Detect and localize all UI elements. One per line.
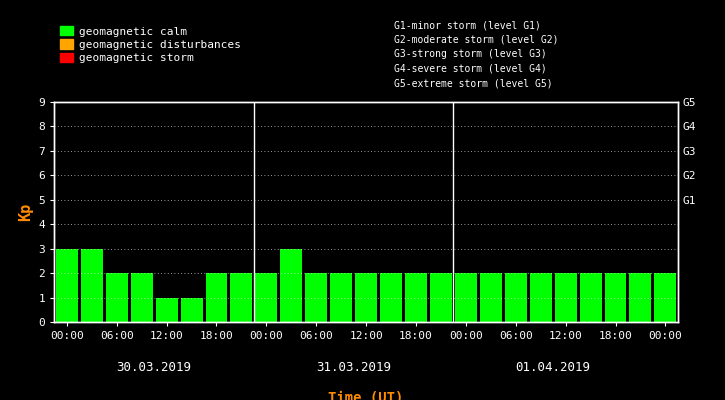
- Bar: [181, 298, 202, 322]
- Bar: [405, 273, 427, 322]
- Bar: [231, 273, 252, 322]
- Text: 01.04.2019: 01.04.2019: [515, 361, 591, 374]
- Text: Time (UT): Time (UT): [328, 392, 404, 400]
- Text: G1-minor storm (level G1)
G2-moderate storm (level G2)
G3-strong storm (level G3: G1-minor storm (level G1) G2-moderate st…: [394, 20, 559, 88]
- Bar: [156, 298, 178, 322]
- Bar: [380, 273, 402, 322]
- Bar: [355, 273, 377, 322]
- Bar: [80, 249, 103, 322]
- Bar: [629, 273, 652, 322]
- Bar: [56, 249, 78, 322]
- Bar: [106, 273, 128, 322]
- Y-axis label: Kp: Kp: [18, 203, 33, 221]
- Bar: [255, 273, 278, 322]
- Bar: [305, 273, 327, 322]
- Bar: [330, 273, 352, 322]
- Text: 31.03.2019: 31.03.2019: [316, 361, 392, 374]
- Bar: [430, 273, 452, 322]
- Bar: [505, 273, 527, 322]
- Bar: [605, 273, 626, 322]
- Bar: [480, 273, 502, 322]
- Bar: [281, 249, 302, 322]
- Bar: [455, 273, 477, 322]
- Bar: [130, 273, 153, 322]
- Bar: [579, 273, 602, 322]
- Bar: [655, 273, 676, 322]
- Bar: [530, 273, 552, 322]
- Legend: geomagnetic calm, geomagnetic disturbances, geomagnetic storm: geomagnetic calm, geomagnetic disturbanc…: [60, 26, 241, 63]
- Bar: [205, 273, 228, 322]
- Text: 30.03.2019: 30.03.2019: [117, 361, 191, 374]
- Bar: [555, 273, 576, 322]
